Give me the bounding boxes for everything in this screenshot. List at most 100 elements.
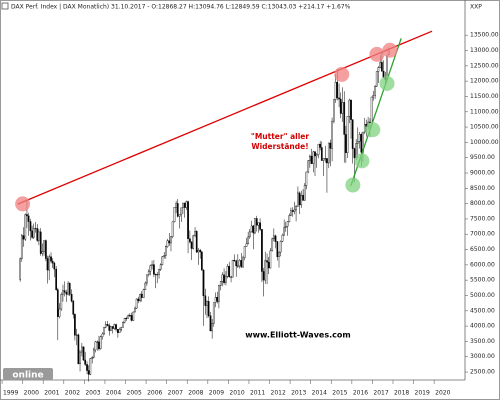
search-icon[interactable] — [1, 2, 9, 10]
candle-body — [29, 221, 32, 232]
x-tick-label: 2015 — [332, 390, 347, 397]
candle-body — [216, 297, 219, 302]
x-tick-label: 2011 — [250, 390, 265, 397]
candle-body — [70, 294, 73, 302]
x-tick-label: 2006 — [147, 390, 162, 397]
candle-body — [350, 99, 352, 120]
candle-body — [20, 235, 23, 259]
candle-body — [338, 97, 340, 100]
candle-body — [77, 334, 80, 365]
candle-body — [309, 155, 311, 161]
x-tick-label: 2012 — [271, 390, 286, 397]
candle-body — [276, 241, 279, 257]
candle-body — [369, 121, 371, 123]
candle-body — [326, 158, 328, 164]
candle-body — [38, 231, 40, 241]
candle-body — [273, 235, 275, 239]
candle-body — [243, 246, 246, 259]
candle-body — [204, 295, 207, 306]
y-tick-label: 9000.00 — [470, 170, 495, 177]
candle-body — [74, 314, 76, 336]
candle-body — [336, 81, 339, 99]
candle-body — [312, 151, 315, 164]
candle-body — [81, 346, 83, 353]
x-tick-label: 2013 — [291, 390, 306, 397]
candle-body — [147, 270, 150, 276]
y-tick-label: 9500.00 — [470, 154, 495, 161]
candle-body — [286, 221, 289, 227]
highlight-circle — [382, 42, 398, 58]
y-tick-label: 4000.00 — [470, 323, 495, 330]
candle-body — [327, 142, 330, 164]
highlight-circle — [354, 153, 370, 169]
candle-body — [322, 158, 325, 161]
candle-body — [158, 268, 160, 275]
candle-body — [197, 249, 200, 253]
candle-body — [317, 143, 320, 155]
y-tick-label: 12500.00 — [470, 62, 499, 69]
candle-body — [219, 281, 222, 286]
candle-body — [235, 260, 238, 267]
x-tick-label: 2007 — [168, 390, 183, 397]
candle-body — [149, 265, 152, 272]
candle-body — [123, 318, 126, 323]
candle-body — [163, 255, 166, 257]
candle-body — [283, 227, 285, 236]
candle-body — [192, 235, 195, 249]
candle-body — [358, 134, 361, 142]
candle-body — [295, 206, 297, 211]
candle-body — [99, 336, 102, 350]
x-tick-label: 2018 — [394, 390, 409, 397]
candle-body — [175, 203, 177, 208]
highlight-circle — [15, 196, 31, 212]
candle-body — [173, 207, 176, 222]
candle-body — [26, 214, 28, 217]
candle-body — [75, 334, 78, 336]
candle-body — [218, 285, 220, 302]
trendline — [17, 30, 433, 205]
candle-body — [343, 102, 346, 135]
candle-body — [110, 326, 112, 331]
candle-body — [377, 67, 380, 72]
candle-body — [58, 308, 61, 317]
candle-body — [228, 265, 231, 278]
candle-body — [298, 192, 301, 206]
candle-body — [96, 341, 99, 343]
candle-body — [379, 62, 382, 68]
candle-body — [248, 231, 251, 238]
candle-body — [212, 302, 215, 324]
candle-body — [290, 210, 292, 216]
candle-body — [189, 238, 191, 243]
candle-body — [115, 324, 117, 330]
candle-body — [267, 261, 270, 269]
annotation: Widerstände! — [251, 142, 308, 151]
y-tick-label: 7000.00 — [470, 231, 495, 238]
highlight-circle — [379, 75, 395, 91]
candle-body — [348, 99, 351, 117]
x-tick-label: 2009 — [209, 390, 224, 397]
candle-body — [356, 140, 359, 144]
candle-body — [259, 222, 261, 230]
candle-body — [72, 300, 75, 315]
candle-body — [161, 256, 164, 265]
candle-body — [67, 283, 69, 295]
candle-body — [113, 324, 116, 329]
candle-body — [89, 358, 92, 375]
candle-body — [195, 231, 198, 253]
candle-body — [320, 147, 323, 161]
candle-body — [372, 95, 375, 98]
candle-body — [247, 236, 249, 245]
candle-body — [274, 235, 277, 242]
currency-label: XXP — [470, 4, 482, 11]
candle-body — [176, 203, 179, 217]
candle-body — [187, 201, 189, 240]
candle-body — [166, 240, 169, 247]
candle-body — [24, 214, 27, 240]
candle-body — [261, 229, 263, 272]
candle-body — [48, 256, 51, 271]
logo-box — [3, 368, 53, 380]
candle-body — [238, 260, 241, 267]
candle-body — [300, 194, 303, 206]
candle-body — [242, 257, 244, 268]
candle-body — [279, 241, 282, 253]
